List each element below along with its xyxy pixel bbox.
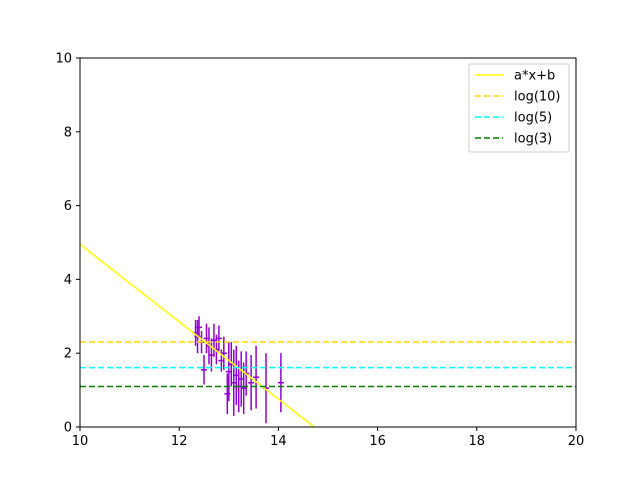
legend-label: a*x+b: [514, 69, 555, 84]
y-tick-label: 2: [64, 347, 72, 362]
x-tick-label: 10: [72, 434, 89, 449]
legend-box: [468, 63, 570, 153]
y-tick-label: 10: [55, 52, 72, 67]
line-series: [80, 243, 576, 427]
legend-entry: a*x+b: [475, 69, 555, 84]
errorbar-point: [196, 316, 203, 339]
y-tick-label: 6: [64, 199, 72, 214]
y-tick-label: 0: [64, 421, 72, 436]
x-tick-label: 20: [568, 434, 585, 449]
x-axis: 10 12 14 16 18 20: [72, 427, 585, 449]
legend-label: log(5): [514, 111, 552, 126]
series-line-a-x-b: [80, 243, 315, 427]
x-tick-label: 18: [469, 434, 486, 449]
x-tick-label: 14: [270, 434, 287, 449]
axes-frame: [79, 57, 577, 428]
legend-entry: log(3): [475, 132, 552, 147]
x-tick-label: 12: [171, 434, 188, 449]
legend: a*x+b log(10) log(5) log(3): [468, 63, 570, 153]
y-axis: 0 2 4 6 8 10: [55, 52, 80, 436]
legend-entry: log(5): [475, 111, 552, 126]
legend-label: log(10): [514, 90, 561, 105]
errorbar-point: [215, 325, 222, 352]
x-tick-label: 16: [369, 434, 386, 449]
errorbar-point: [253, 345, 260, 409]
y-tick-label: 4: [64, 273, 72, 288]
errorbar-point: [201, 355, 207, 385]
y-tick-label: 8: [64, 125, 72, 140]
errorbar-point: [220, 336, 227, 370]
legend-entry: log(10): [475, 90, 561, 105]
legend-label: log(3): [514, 132, 552, 147]
errorbar-point: [248, 355, 255, 411]
errorbar-point: [277, 353, 284, 413]
errorbar-series: [192, 316, 284, 424]
